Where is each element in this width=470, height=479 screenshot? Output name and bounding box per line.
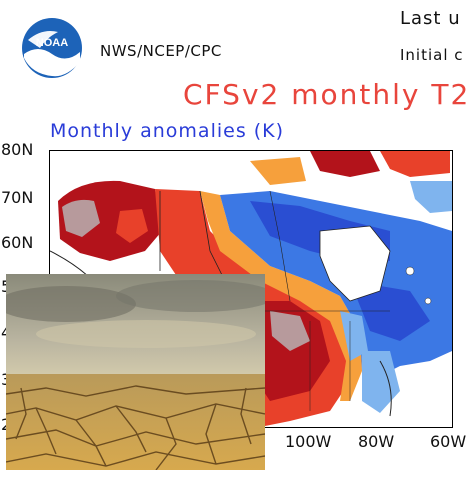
lon-label-100w: 100W <box>285 432 332 451</box>
page-title: CFSv2 monthly T2 <box>183 78 470 111</box>
agency-line: NWS/NCEP/CPC <box>100 42 222 60</box>
noaa-logo: NOAA <box>18 14 86 82</box>
cracked-earth-photo <box>6 274 265 470</box>
hudson-bay <box>320 226 390 301</box>
last-updated-text: Last u <box>400 8 461 29</box>
lat-label-60n: 60N <box>1 233 34 252</box>
lat-label-80n: 80N <box>1 140 34 159</box>
lon-label-60w: 60W <box>430 432 467 451</box>
lon-label-80w: 80W <box>358 432 395 451</box>
map-subtitle: Monthly anomalies (K) <box>50 120 285 142</box>
initial-conditions-text: Initial c <box>400 46 464 64</box>
logo-text: NOAA <box>36 37 68 49</box>
lat-label-70n: 70N <box>1 188 34 207</box>
